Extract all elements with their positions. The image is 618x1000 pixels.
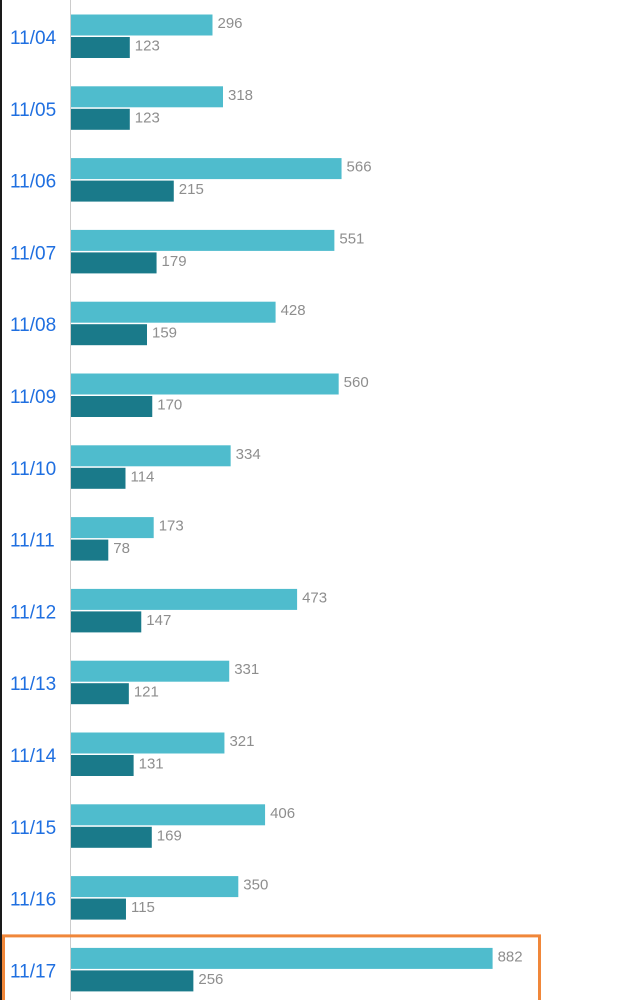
bar-series-2 [71,467,126,489]
value-label: 882 [498,948,523,965]
bar-series-1 [71,517,154,539]
category-label: 11/09 [10,387,56,408]
value-label: 296 [217,15,242,32]
bar-series-2 [71,37,130,58]
value-label: 115 [131,899,155,916]
category-label: 11/17 [10,961,56,982]
value-label: 78 [113,540,130,557]
value-label: 334 [236,446,261,463]
bar-series-2 [71,324,148,346]
bar-series-2 [71,108,130,130]
value-label: 123 [135,37,160,54]
bar-series-1 [71,301,276,323]
value-label: 473 [302,589,327,606]
bar-series-1 [71,876,239,898]
value-label: 131 [139,755,164,772]
bar-series-1 [71,229,335,251]
category-label: 11/08 [10,315,56,336]
bar-series-2 [71,539,109,561]
category-label: 11/10 [10,459,56,480]
value-label: 566 [347,159,372,176]
bar-series-1 [71,86,224,108]
left-edge-divider [0,0,2,1000]
value-label: 318 [228,87,253,104]
value-label: 406 [270,805,295,822]
bar-series-2 [71,970,194,992]
value-label: 173 [159,518,184,535]
bar-series-1 [71,804,266,826]
bar-series-2 [71,755,134,776]
category-label: 11/06 [10,172,56,193]
value-label: 350 [243,877,268,894]
value-label: 169 [157,827,182,844]
bar-series-2 [71,611,142,633]
value-label: 428 [281,302,306,319]
bar-series-1 [71,158,342,180]
bar-series-2 [71,898,126,920]
value-label: 179 [162,253,187,270]
bar-series-2 [71,180,174,202]
bar-series-1 [71,732,225,754]
category-label: 11/05 [10,100,56,121]
category-label: 11/04 [10,28,57,49]
bar-series-2 [71,683,129,705]
category-label: 11/07 [10,243,56,264]
bar-series-1 [71,445,231,467]
category-label: 11/11 [10,531,55,552]
value-label: 551 [339,230,364,247]
category-label: 11/12 [10,602,56,623]
value-label: 215 [179,181,204,198]
bar-series-1 [71,588,298,610]
category-label: 11/14 [10,746,57,767]
category-label: 11/16 [10,890,56,911]
value-label: 256 [198,971,223,988]
value-label: 121 [134,684,159,701]
category-label: 11/15 [10,818,56,839]
bar-series-2 [71,826,152,848]
value-label: 114 [130,468,154,485]
bar-series-1 [71,373,339,395]
bar-series-1 [71,947,493,969]
bar-series-2 [71,396,153,417]
bar-series-2 [71,252,157,274]
bar-series-1 [71,660,230,682]
value-label: 560 [344,374,369,391]
value-label: 331 [234,661,259,678]
category-label: 11/13 [10,674,56,695]
value-label: 147 [146,612,171,629]
value-label: 321 [229,733,254,750]
bar-series-1 [71,14,213,36]
highlight-frame [2,934,541,1000]
value-label: 123 [135,109,160,126]
value-label: 159 [152,325,177,342]
value-label: 170 [157,396,182,413]
